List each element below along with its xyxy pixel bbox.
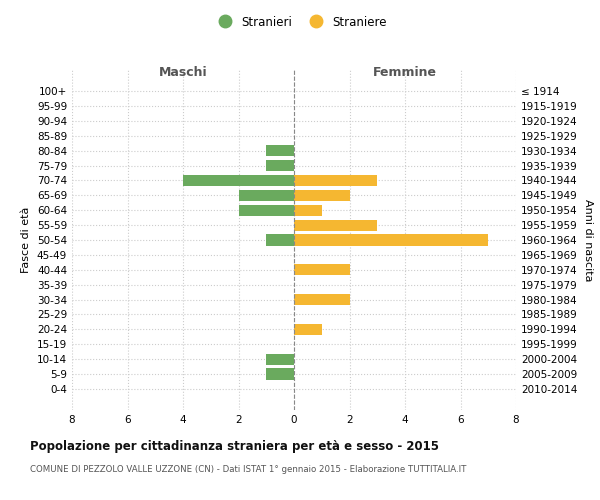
Bar bbox=[294, 175, 377, 186]
Text: Maschi: Maschi bbox=[158, 66, 208, 79]
Y-axis label: Anni di nascita: Anni di nascita bbox=[583, 198, 593, 281]
Text: Popolazione per cittadinanza straniera per età e sesso - 2015: Popolazione per cittadinanza straniera p… bbox=[30, 440, 439, 453]
Text: COMUNE DI PEZZOLO VALLE UZZONE (CN) - Dati ISTAT 1° gennaio 2015 - Elaborazione : COMUNE DI PEZZOLO VALLE UZZONE (CN) - Da… bbox=[30, 465, 466, 474]
Bar bbox=[294, 264, 350, 276]
Bar bbox=[266, 234, 294, 246]
Bar bbox=[294, 294, 350, 305]
Bar bbox=[294, 324, 322, 335]
Bar bbox=[183, 175, 294, 186]
Bar bbox=[239, 204, 294, 216]
Legend: Stranieri, Straniere: Stranieri, Straniere bbox=[208, 11, 392, 34]
Bar bbox=[266, 368, 294, 380]
Bar bbox=[266, 145, 294, 156]
Bar bbox=[266, 160, 294, 171]
Bar bbox=[294, 234, 488, 246]
Bar bbox=[266, 354, 294, 365]
Bar bbox=[294, 204, 322, 216]
Bar bbox=[294, 190, 350, 201]
Bar bbox=[239, 190, 294, 201]
Bar bbox=[294, 220, 377, 230]
Y-axis label: Fasce di età: Fasce di età bbox=[22, 207, 31, 273]
Text: Femmine: Femmine bbox=[373, 66, 437, 79]
